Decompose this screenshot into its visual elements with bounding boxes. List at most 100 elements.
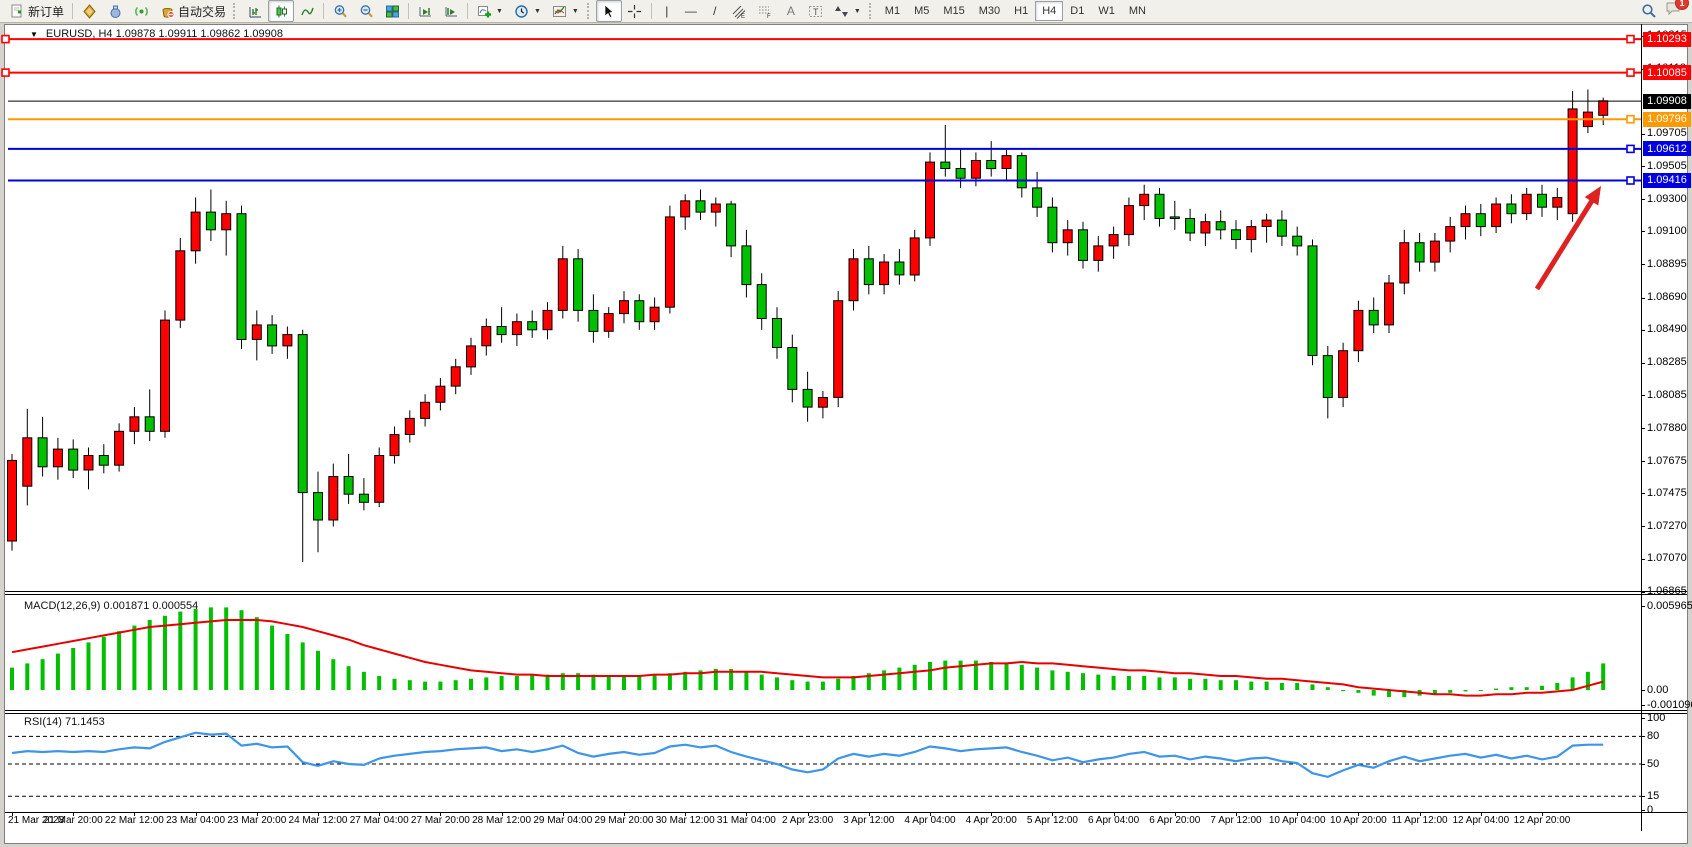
horizontal-line-tool-button[interactable]: —: [679, 0, 703, 22]
chat-button[interactable]: 1: [1665, 0, 1689, 21]
vertical-line-tool-button[interactable]: |: [655, 0, 679, 22]
time-tick-mark: [991, 812, 993, 816]
price-tick-mark: [1641, 231, 1645, 233]
timeframe-mn-button[interactable]: MN: [1128, 5, 1146, 17]
time-tick-mark: [440, 812, 442, 816]
time-tick-mark: [1358, 812, 1360, 816]
auto-scroll-button[interactable]: [412, 0, 438, 22]
line-chart-button[interactable]: [294, 0, 320, 22]
macd-tick-label: 0.00: [1647, 683, 1669, 696]
new-order-icon: [9, 3, 25, 19]
timeframe-m1-button[interactable]: M1: [884, 5, 901, 17]
arrows-icon: [834, 3, 850, 19]
text-label-tool-button[interactable]: T: [803, 0, 829, 22]
time-tick-label: 5 Apr 12:00: [1026, 815, 1078, 826]
price-tick-mark: [1641, 329, 1645, 331]
time-tick-mark: [1419, 812, 1421, 816]
timeframe-d1-button[interactable]: D1: [1070, 5, 1085, 17]
arrows-caret-icon[interactable]: ▼: [853, 7, 861, 15]
price-tick-label: 1.07270: [1647, 519, 1687, 532]
metaeditor-button[interactable]: [76, 0, 102, 22]
indicators-icon: [476, 3, 492, 19]
macd-rsi-separator[interactable]: [5, 710, 1687, 711]
main-macd-separator[interactable]: [5, 591, 1687, 592]
time-tick-mark: [1297, 812, 1299, 816]
time-tick-mark: [1236, 812, 1237, 816]
price-tick-mark: [1641, 199, 1645, 201]
rsi-tick-mark: [1641, 764, 1645, 765]
time-tick-label: 11 Apr 12:00: [1391, 815, 1448, 826]
market-watch-button[interactable]: [102, 0, 128, 22]
time-tick-mark: [868, 812, 870, 816]
zoom-in-button[interactable]: [327, 0, 353, 22]
candlestick-chart-button[interactable]: [268, 0, 295, 22]
text-tool-button[interactable]: A: [779, 0, 803, 22]
indicators-button[interactable]: ▼: [471, 0, 509, 22]
time-tick-label: 12 Apr 04:00: [1452, 815, 1510, 826]
periods-button[interactable]: ▼: [509, 0, 547, 22]
time-tick-label: 10 Apr 20:00: [1330, 815, 1387, 826]
price-tick-label: 1.08085: [1647, 388, 1687, 401]
search-icon[interactable]: [1641, 3, 1657, 19]
time-tick-mark: [562, 812, 564, 816]
signals-button[interactable]: [128, 0, 154, 22]
rsi-tick-label: 80: [1647, 729, 1660, 742]
macd-tick-label: -0.001096: [1647, 698, 1692, 711]
price-tick-mark: [1641, 591, 1645, 593]
arrows-tool-button[interactable]: ▼: [829, 0, 867, 22]
main-toolbar: 新订单 自动交易 ▼ ▼ ▼ | — / E F A T ▼ M1 M5 M15 M3…: [0, 0, 1692, 23]
price-tick-label: 1.07675: [1647, 454, 1687, 467]
price-tick-label: 1.08490: [1647, 323, 1687, 336]
tile-windows-button[interactable]: [379, 0, 405, 22]
timeframe-h4-button[interactable]: H4: [1035, 1, 1064, 21]
line-chart-icon: [299, 3, 315, 19]
chart-title-expand-icon[interactable]: ▼: [30, 29, 38, 39]
fibonacci-tool-button[interactable]: F: [753, 0, 779, 22]
chart-window-frame: [4, 24, 1688, 844]
rsi-tick-mark: [1641, 796, 1645, 798]
price-tick-label: 1.08895: [1647, 257, 1687, 270]
time-tick-label: 10 Apr 04:00: [1268, 815, 1326, 826]
time-tick-mark: [501, 812, 503, 816]
timeframe-m15-button[interactable]: M15: [943, 5, 965, 17]
chart-shift-button[interactable]: [438, 0, 464, 22]
svg-text:F: F: [767, 14, 771, 19]
autotrading-button[interactable]: 自动交易: [154, 0, 231, 22]
candlestick-icon: [273, 3, 289, 19]
toolbar-separator: [408, 3, 410, 19]
cursor-tool-button[interactable]: [595, 0, 622, 22]
crosshair-icon: [627, 3, 643, 19]
timeframe-m5-button[interactable]: M5: [914, 5, 930, 17]
price-tick-label: 1.09505: [1647, 159, 1687, 172]
price-tick-label: 1.09100: [1647, 224, 1687, 237]
crosshair-tool-button[interactable]: [622, 0, 648, 22]
auto-scroll-icon: [417, 3, 433, 19]
periods-caret-icon[interactable]: ▼: [533, 7, 541, 15]
tile-windows-icon: [384, 3, 400, 19]
time-tick-mark: [256, 812, 258, 816]
indicators-caret-icon[interactable]: ▼: [496, 7, 503, 15]
bar-chart-button[interactable]: [242, 0, 268, 22]
timeframe-group: M1 M5 M15 M30 H1 H4 D1 W1 MN: [878, 1, 1153, 21]
zoom-out-button[interactable]: [353, 0, 379, 22]
price-tick-mark: [1641, 558, 1645, 560]
time-tick-mark: [624, 812, 625, 816]
templates-button[interactable]: ▼: [547, 0, 585, 22]
timeframe-h1-button[interactable]: H1: [1014, 5, 1029, 17]
templates-caret-icon[interactable]: ▼: [571, 7, 579, 15]
price-tick-label: 1.08285: [1647, 356, 1687, 369]
equidistant-channel-tool-button[interactable]: E: [727, 0, 753, 22]
new-order-button[interactable]: 新订单: [4, 0, 69, 22]
text-icon: A: [786, 4, 795, 18]
timeframe-m30-button[interactable]: M30: [978, 5, 1001, 17]
trendline-tool-button[interactable]: /: [703, 0, 727, 22]
chart-shift-icon: [443, 3, 459, 19]
timeframe-w1-button[interactable]: W1: [1098, 5, 1115, 17]
time-tick-mark: [1113, 812, 1115, 816]
main-macd-separator-2: [5, 594, 1687, 595]
macd-rsi-separator-2: [5, 713, 1687, 714]
time-tick-label: 21 Mar 2023: [8, 815, 65, 826]
time-tick-label: 27 Mar 20:00: [410, 815, 470, 826]
